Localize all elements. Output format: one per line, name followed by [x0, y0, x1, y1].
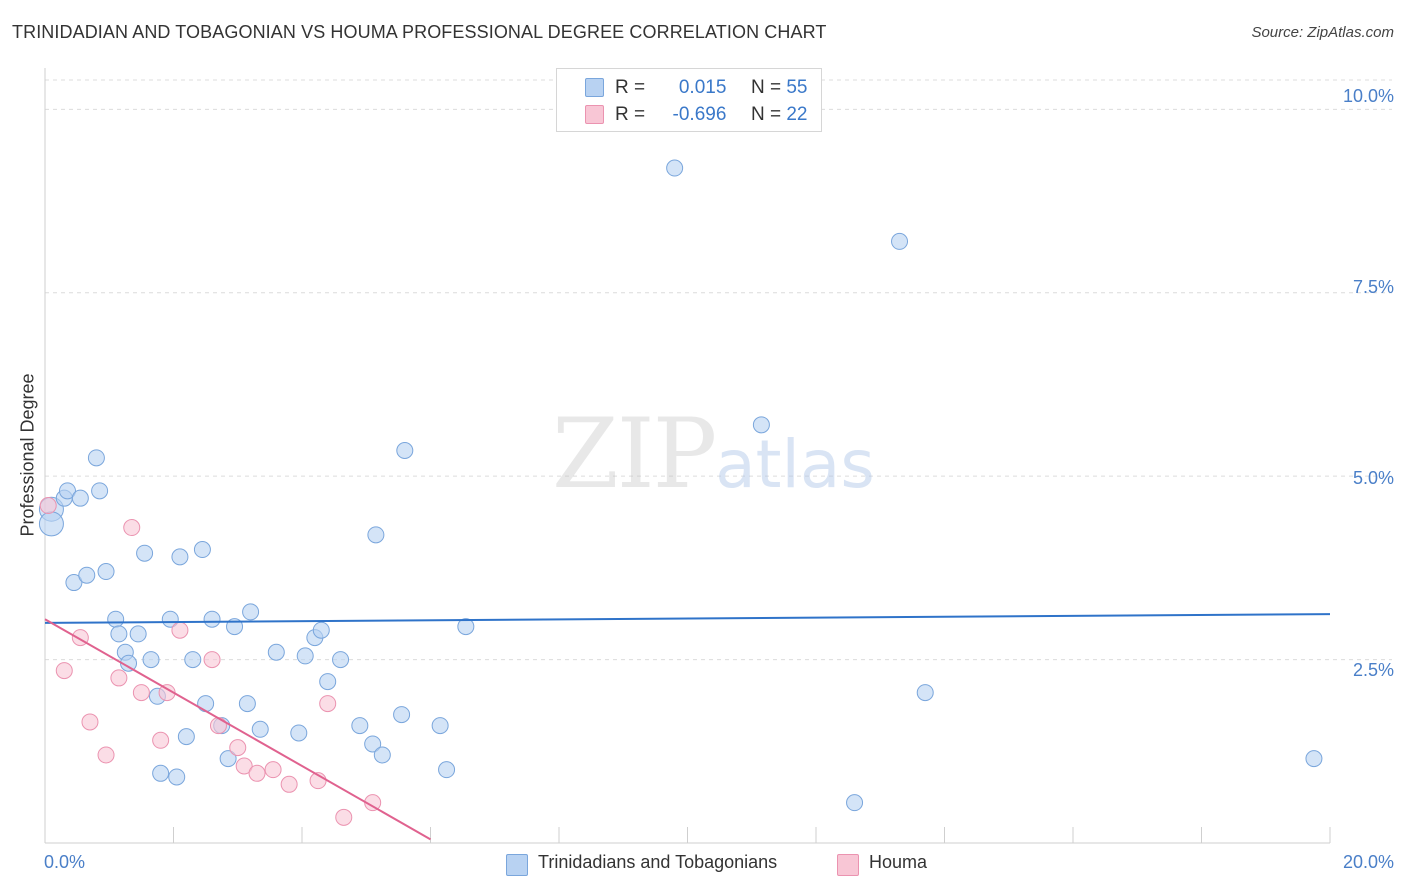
data-point-pink: [229, 739, 247, 757]
data-point-blue: [161, 610, 179, 628]
data-point-blue: [58, 482, 76, 500]
data-point-blue: [312, 621, 330, 639]
data-point-blue: [666, 159, 684, 177]
data-point-blue: [87, 449, 105, 467]
legend-swatch-blue: [585, 78, 604, 97]
chart-title: TRINIDADIAN AND TOBAGONIAN VS HOUMA PROF…: [12, 22, 827, 42]
data-point-blue: [177, 728, 195, 746]
data-point-blue: [110, 625, 128, 643]
watermark: ZIPatlas: [552, 398, 875, 510]
data-point-blue: [197, 695, 215, 713]
data-point-blue: [396, 441, 414, 459]
data-point-pink: [97, 746, 115, 764]
data-point-pink: [203, 651, 221, 669]
data-point-blue: [367, 526, 385, 544]
data-point-blue: [438, 761, 456, 779]
data-point-blue: [290, 724, 308, 742]
data-point-blue: [97, 563, 115, 581]
data-point-blue: [296, 647, 314, 665]
data-point-pink: [319, 695, 337, 713]
trend-line-blue: [44, 613, 1331, 624]
data-point-blue: [319, 673, 337, 691]
data-point-blue: [129, 625, 147, 643]
legend-n-label: N =: [750, 77, 782, 98]
series-legend-swatch-pink: [837, 854, 859, 876]
data-point-blue: [136, 544, 154, 562]
legend-r-value: 0.015: [678, 77, 727, 98]
data-point-pink: [152, 731, 170, 749]
data-point-blue: [242, 603, 260, 621]
data-point-blue: [238, 695, 256, 713]
data-point-pink: [81, 713, 99, 731]
data-point-blue: [184, 651, 202, 669]
series-legend-label-pink: Houma: [869, 852, 928, 872]
data-point-blue: [91, 482, 109, 500]
data-point-pink: [335, 808, 353, 826]
data-point-blue: [38, 511, 64, 537]
watermark-zip: ZIP: [552, 398, 717, 510]
data-point-blue: [107, 610, 125, 628]
legend-row-pink: R = -0.696 N = 22: [615, 104, 807, 126]
data-point-blue: [152, 764, 170, 782]
x-tick-label-max: 20.0%: [1342, 852, 1394, 872]
series-legend-swatch-blue: [506, 854, 528, 876]
data-point-blue: [846, 794, 864, 812]
legend-swatch-pink: [585, 105, 604, 124]
data-point-pink: [280, 775, 298, 793]
data-point-pink: [55, 662, 73, 680]
data-point-pink: [235, 757, 253, 775]
data-point-blue: [219, 750, 237, 768]
data-point-blue: [78, 566, 96, 584]
data-point-blue: [373, 746, 391, 764]
data-point-blue: [431, 717, 449, 735]
y-tick-label-7-5: 7.5%: [1352, 277, 1394, 297]
data-point-blue: [65, 574, 83, 592]
data-point-pink: [132, 684, 150, 702]
y-tick-label-5: 5.0%: [1352, 468, 1394, 488]
x-tick-label-min: 0.0%: [44, 852, 86, 872]
data-point-blue: [1305, 750, 1323, 768]
data-point-blue: [916, 684, 934, 702]
legend-row-blue: R = 0.015 N = 55: [615, 77, 807, 99]
data-point-blue: [332, 651, 350, 669]
correlation-legend: R = 0.015 N = 55 R = -0.696 N = 22: [556, 68, 822, 132]
data-point-blue: [267, 643, 285, 661]
watermark-atlas: atlas: [715, 426, 875, 503]
data-point-blue: [71, 489, 89, 507]
data-point-pink: [110, 669, 128, 687]
legend-r-value: -0.696: [672, 104, 727, 125]
data-point-blue: [364, 735, 382, 753]
data-point-blue: [168, 768, 186, 786]
data-point-blue: [193, 541, 211, 559]
legend-r-label: R =: [615, 77, 646, 98]
source-label: Source: ZipAtlas.com: [1251, 24, 1394, 41]
data-point-blue: [351, 717, 369, 735]
data-point-blue: [891, 232, 909, 250]
data-point-blue: [393, 706, 411, 724]
data-point-pink: [209, 717, 227, 735]
y-tick-label-2-5: 2.5%: [1352, 660, 1394, 680]
data-point-blue: [142, 651, 160, 669]
data-point-blue: [457, 618, 475, 636]
data-point-blue: [203, 610, 221, 628]
data-point-blue: [752, 416, 770, 434]
legend-n-value: 55: [786, 77, 808, 98]
data-point-blue: [171, 548, 189, 566]
trend-line-pink: [44, 618, 431, 841]
series-legend-label-blue: Trinidadians and Tobagonians: [538, 852, 778, 872]
data-point-pink: [39, 497, 57, 515]
legend-n-value: 22: [786, 104, 808, 125]
data-point-pink: [248, 764, 266, 782]
data-point-blue: [251, 720, 269, 738]
data-point-pink: [264, 761, 282, 779]
y-axis-label: Professional Degree: [17, 373, 38, 537]
data-point-pink: [171, 621, 189, 639]
legend-r-label: R =: [615, 104, 646, 125]
y-tick-label-10: 10.0%: [1342, 86, 1394, 106]
data-point-pink: [123, 519, 141, 537]
legend-n-label: N =: [750, 104, 782, 125]
